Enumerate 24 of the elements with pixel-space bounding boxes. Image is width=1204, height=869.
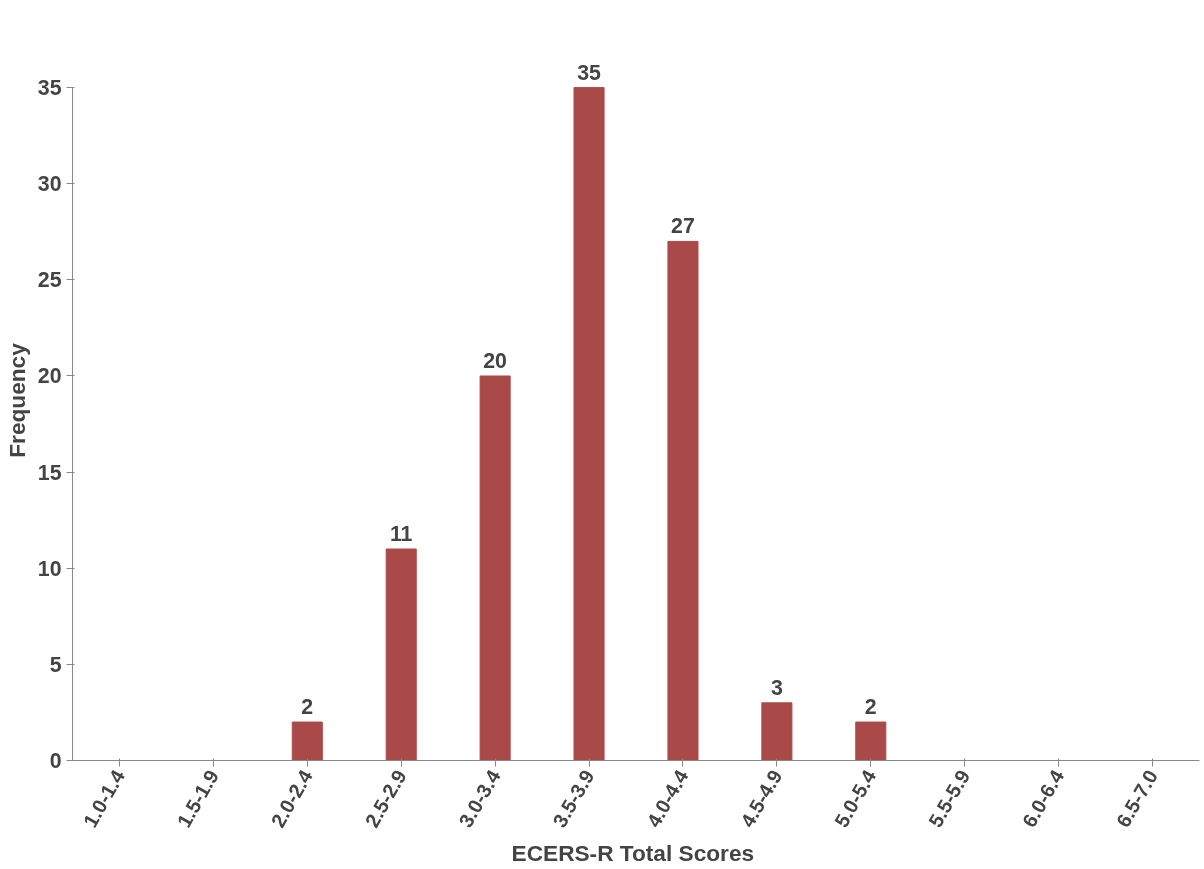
- y-tick-label: 0: [49, 749, 62, 773]
- bar: [667, 240, 699, 761]
- data-label: 35: [577, 60, 602, 85]
- data-label: 3: [770, 675, 783, 700]
- bar: [573, 87, 605, 761]
- bar: [291, 721, 323, 761]
- data-label: 11: [389, 522, 413, 547]
- bar: [385, 548, 417, 761]
- data-label: 27: [671, 214, 695, 239]
- bar: [761, 702, 793, 761]
- y-tick-label: 15: [37, 460, 62, 485]
- y-tick-label: 10: [37, 556, 62, 581]
- bar: [479, 375, 511, 761]
- y-tick-label: 20: [37, 364, 62, 389]
- x-axis-title: ECERS-R Total Scores: [511, 840, 755, 867]
- data-label: 2: [301, 695, 314, 720]
- y-tick-label: 30: [37, 172, 62, 197]
- data-label: 20: [483, 348, 507, 373]
- data-label: 2: [864, 695, 877, 720]
- y-axis-title: Frequency: [3, 342, 30, 458]
- y-tick-label: 25: [37, 268, 62, 293]
- y-tick-label: 35: [37, 76, 62, 101]
- bar: [855, 721, 887, 761]
- y-tick-label: 5: [49, 652, 62, 677]
